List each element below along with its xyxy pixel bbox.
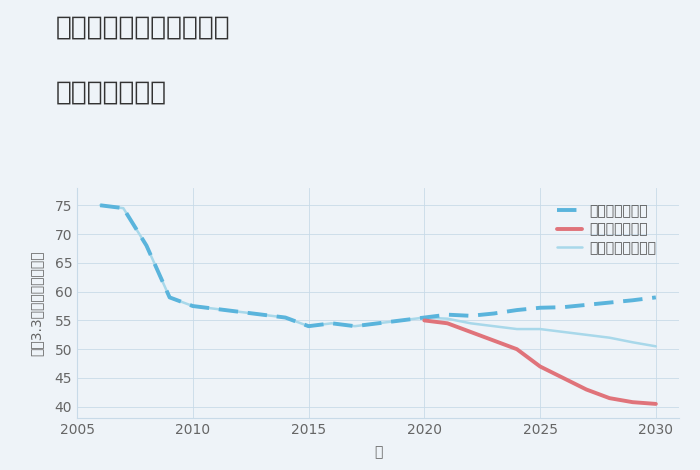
ノーマルシナリオ — [258, 312, 267, 318]
ノーマルシナリオ — [281, 315, 290, 321]
ノーマルシナリオ — [420, 315, 428, 321]
ノーマルシナリオ — [652, 344, 660, 349]
ノーマルシナリオ — [443, 316, 452, 321]
バッドシナリオ — [582, 387, 591, 392]
ノーマルシナリオ — [351, 323, 359, 329]
グッドシナリオ — [235, 309, 244, 314]
グッドシナリオ — [466, 313, 475, 319]
グッドシナリオ — [304, 323, 313, 329]
グッドシナリオ — [119, 205, 127, 211]
グッドシナリオ — [188, 303, 197, 309]
バッドシナリオ — [652, 401, 660, 407]
バッドシナリオ — [536, 364, 545, 369]
ノーマルシナリオ — [188, 303, 197, 309]
グッドシナリオ — [559, 305, 568, 310]
ノーマルシナリオ — [489, 323, 498, 329]
バッドシナリオ — [629, 400, 637, 405]
ノーマルシナリオ — [629, 339, 637, 345]
バッドシナリオ — [606, 395, 614, 401]
Text: 土地の価格推移: 土地の価格推移 — [56, 80, 167, 106]
ノーマルシナリオ — [374, 321, 382, 326]
バッドシナリオ — [443, 321, 452, 326]
ノーマルシナリオ — [96, 203, 104, 208]
グッドシナリオ — [629, 298, 637, 303]
ノーマルシナリオ — [235, 309, 244, 314]
バッドシナリオ — [420, 318, 428, 323]
Y-axis label: 坪（3.3㎡）単価（万円）: 坪（3.3㎡）単価（万円） — [29, 251, 43, 356]
グッドシナリオ — [258, 312, 267, 318]
ノーマルシナリオ — [606, 335, 614, 341]
グッドシナリオ — [582, 302, 591, 308]
ノーマルシナリオ — [582, 332, 591, 337]
ノーマルシナリオ — [466, 321, 475, 326]
グッドシナリオ — [420, 315, 428, 321]
グッドシナリオ — [211, 306, 220, 312]
ノーマルシナリオ — [512, 326, 521, 332]
ノーマルシナリオ — [142, 243, 150, 249]
バッドシナリオ — [466, 329, 475, 335]
ノーマルシナリオ — [211, 306, 220, 312]
Line: ノーマルシナリオ: ノーマルシナリオ — [100, 205, 656, 346]
グッドシナリオ — [281, 315, 290, 321]
ノーマルシナリオ — [165, 295, 174, 300]
Text: 奈良県奈良市興ヶ原町の: 奈良県奈良市興ヶ原町の — [56, 14, 230, 40]
グッドシナリオ — [142, 243, 150, 249]
バッドシナリオ — [512, 346, 521, 352]
ノーマルシナリオ — [304, 323, 313, 329]
グッドシナリオ — [443, 312, 452, 318]
ノーマルシナリオ — [536, 326, 545, 332]
ノーマルシナリオ — [397, 318, 405, 323]
バッドシナリオ — [559, 375, 568, 381]
Line: バッドシナリオ: バッドシナリオ — [424, 321, 656, 404]
グッドシナリオ — [165, 295, 174, 300]
X-axis label: 年: 年 — [374, 446, 382, 460]
グッドシナリオ — [351, 323, 359, 329]
ノーマルシナリオ — [559, 329, 568, 335]
グッドシナリオ — [374, 321, 382, 326]
Legend: グッドシナリオ, バッドシナリオ, ノーマルシナリオ: グッドシナリオ, バッドシナリオ, ノーマルシナリオ — [553, 200, 660, 259]
グッドシナリオ — [512, 307, 521, 313]
グッドシナリオ — [606, 300, 614, 306]
Line: グッドシナリオ: グッドシナリオ — [100, 205, 656, 326]
ノーマルシナリオ — [328, 321, 336, 326]
グッドシナリオ — [397, 318, 405, 323]
グッドシナリオ — [652, 295, 660, 300]
グッドシナリオ — [328, 321, 336, 326]
グッドシナリオ — [96, 203, 104, 208]
ノーマルシナリオ — [119, 205, 127, 211]
バッドシナリオ — [489, 338, 498, 344]
グッドシナリオ — [489, 311, 498, 316]
グッドシナリオ — [536, 305, 545, 311]
